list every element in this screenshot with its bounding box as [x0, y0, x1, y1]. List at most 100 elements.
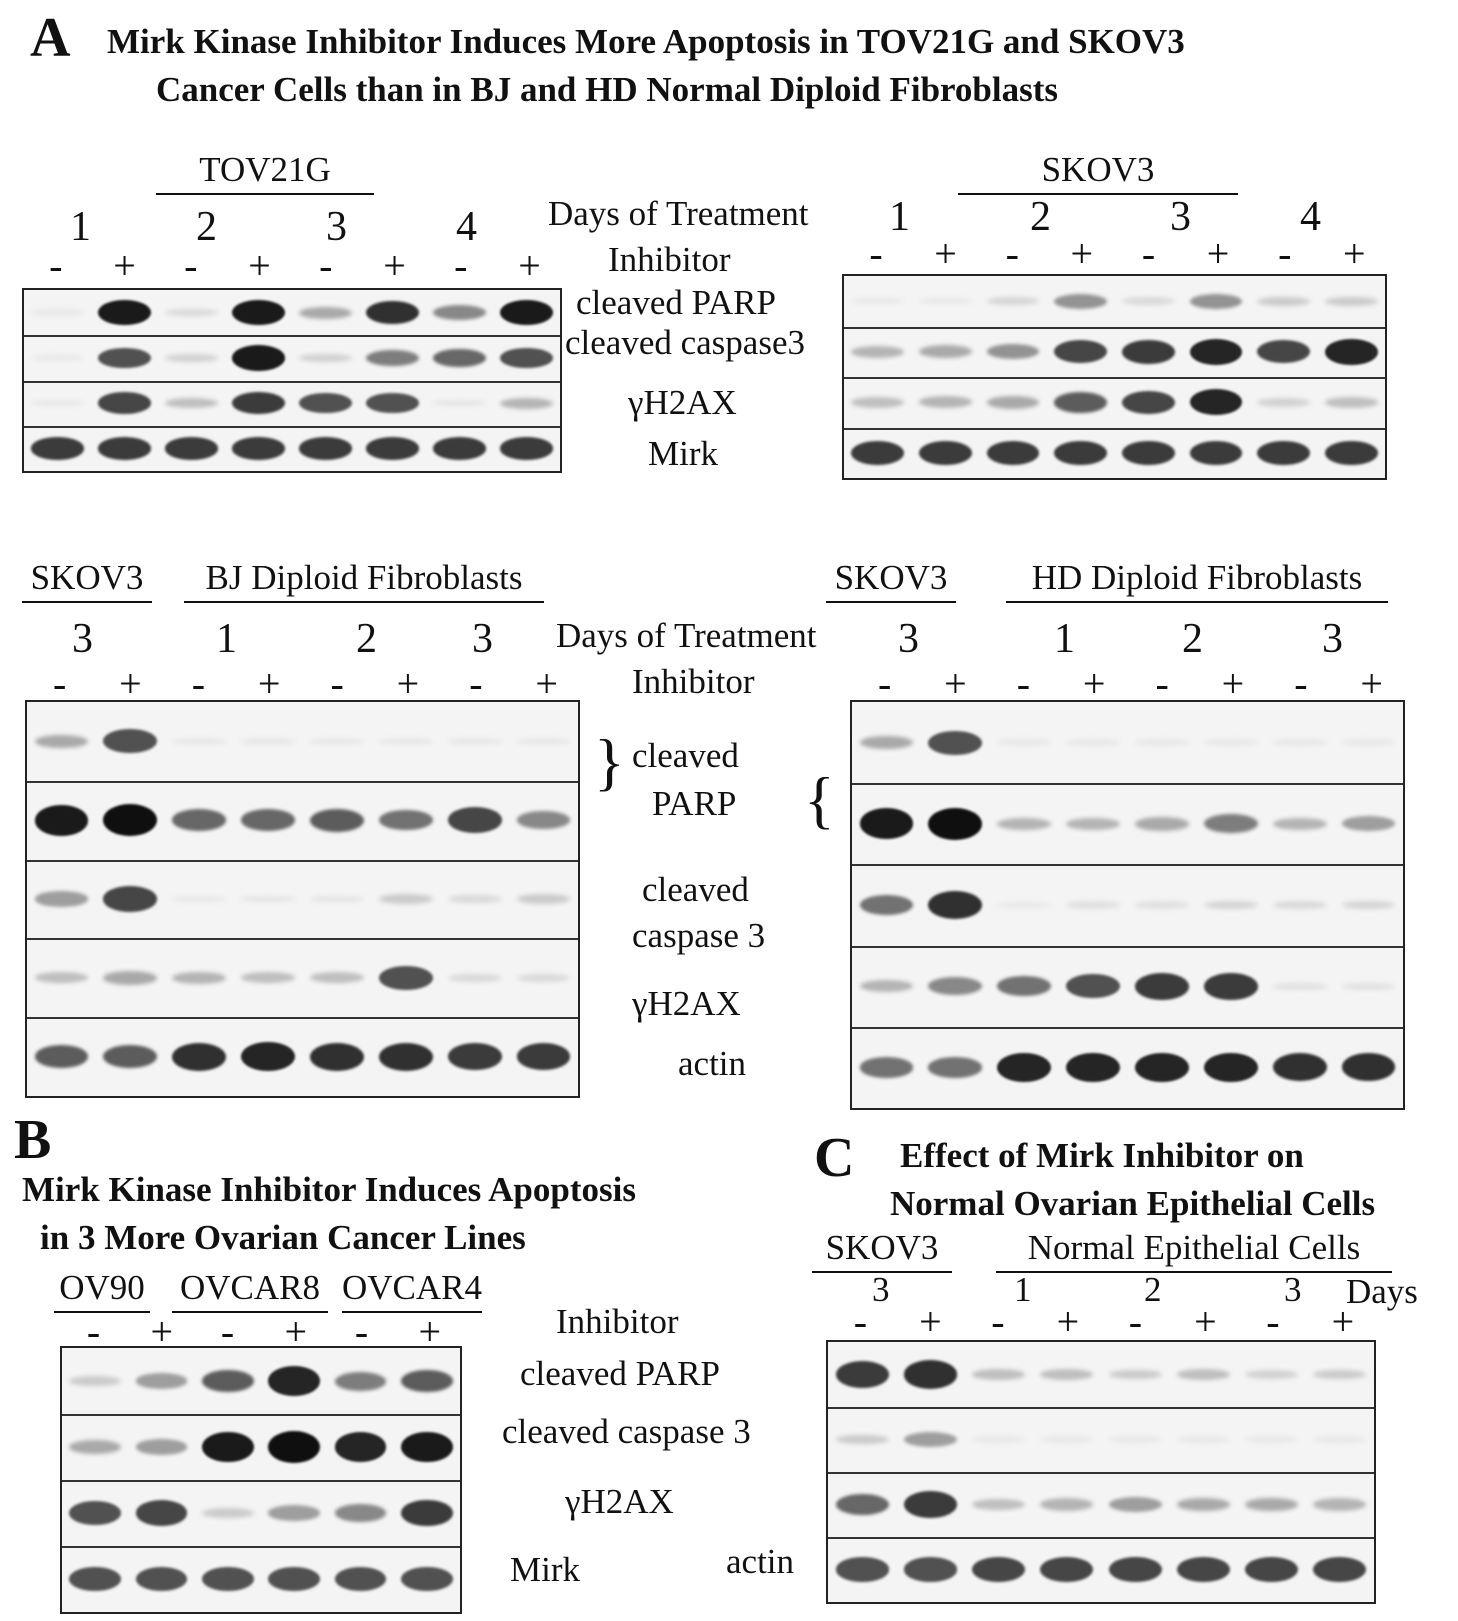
- blot-band: [1341, 739, 1396, 746]
- treatment-sign: -: [454, 243, 468, 288]
- row-label-caspase-bottom-2: caspase 3: [632, 916, 766, 955]
- treatment-sign: -: [991, 1299, 1005, 1344]
- blot-strip: [844, 327, 1385, 379]
- hd-day-2: 2: [1182, 616, 1203, 662]
- blot-band: [135, 1566, 188, 1592]
- inhibitor-label-bottom: Inhibitor: [632, 662, 755, 701]
- blot-band: [103, 1045, 158, 1069]
- blot-band: [98, 392, 151, 414]
- blot-band: [310, 738, 364, 745]
- blot-band: [1066, 974, 1120, 999]
- blot-band: [1066, 901, 1120, 909]
- blot-band: [919, 298, 972, 305]
- row-label-cleaved-parp-top: cleaved PARP: [576, 283, 776, 322]
- treatment-sign: +: [1342, 231, 1366, 276]
- treatment-sign: -: [86, 1309, 101, 1354]
- treatment-sign: -: [319, 243, 333, 288]
- skov3-top-label: SKOV3: [958, 152, 1238, 195]
- blot-band: [103, 804, 158, 837]
- blot-band: [1203, 739, 1258, 746]
- blot-band: [1245, 1497, 1299, 1512]
- blot-band: [34, 891, 89, 907]
- blot-band: [1324, 338, 1378, 365]
- blot-band: [997, 817, 1052, 831]
- blot-band: [928, 807, 983, 840]
- tov21g-day-2: 2: [196, 204, 217, 250]
- blot-band: [1135, 816, 1189, 831]
- blot-band: [835, 1434, 889, 1445]
- panel-b-title-line1: Mirk Kinase Inhibitor Induces Apoptosis: [22, 1170, 636, 1209]
- blot-band: [1203, 814, 1258, 834]
- blot-band: [172, 738, 227, 745]
- blot-band: [1272, 900, 1327, 910]
- blot-band: [1189, 440, 1243, 465]
- blot-band: [1176, 1556, 1230, 1583]
- treatment-sign: -: [53, 661, 67, 706]
- treatment-sign: -: [469, 661, 483, 706]
- row-label-actin-bottom: actin: [678, 1044, 747, 1083]
- blot-band: [268, 1366, 321, 1396]
- panel-b-title-line2: in 3 More Ovarian Cancer Lines: [40, 1218, 526, 1257]
- blot-band: [1257, 296, 1310, 306]
- blot-band: [1324, 396, 1378, 408]
- blot-band: [1054, 440, 1108, 465]
- blot-band: [1135, 901, 1189, 909]
- panel-b-blot: [60, 1346, 462, 1614]
- blot-band: [69, 1500, 122, 1526]
- skov3-top-day-1: 1: [889, 194, 910, 240]
- panel-a-title-line1: Mirk Kinase Inhibitor Induces More Apopt…: [107, 22, 1185, 61]
- blot-band: [34, 1045, 89, 1069]
- hd-blot: [850, 700, 1405, 1110]
- blot-band: [69, 1566, 122, 1592]
- blot-band: [1341, 1053, 1396, 1082]
- blot-band: [1324, 296, 1378, 306]
- panel-c-control-day: 3: [872, 1270, 890, 1309]
- blot-band: [447, 1043, 502, 1070]
- blot-band: [1066, 1052, 1120, 1083]
- treatment-sign: +: [1082, 661, 1106, 706]
- blot-band: [310, 895, 364, 903]
- blot-band: [919, 396, 972, 409]
- blot-strip: [62, 1348, 460, 1416]
- blot-band: [997, 1052, 1052, 1083]
- blot-band: [1189, 389, 1243, 416]
- tov21g-day-4: 4: [456, 204, 477, 250]
- skov3-top-day-3: 3: [1170, 194, 1191, 240]
- blot-strip: [27, 781, 578, 862]
- panel-b-letter: B: [14, 1109, 52, 1171]
- treatment-sign: +: [383, 243, 406, 288]
- blot-band: [1176, 1497, 1230, 1512]
- blot-band: [928, 730, 983, 755]
- blot-band: [500, 437, 553, 460]
- blot-band: [1272, 817, 1327, 831]
- blot-band: [400, 1369, 453, 1393]
- treatment-sign: +: [1331, 1299, 1355, 1344]
- treatment-sign: +: [944, 661, 967, 706]
- blot-band: [986, 297, 1040, 306]
- blot-band: [1135, 1052, 1189, 1083]
- blot-strip: [24, 381, 560, 428]
- blot-strip: [852, 702, 1403, 786]
- treatment-sign: +: [535, 661, 558, 706]
- blot-band: [378, 894, 433, 904]
- blot-band: [241, 1041, 295, 1072]
- blot-band: [241, 809, 295, 831]
- blot-band: [986, 440, 1040, 465]
- panel-c-blot: [826, 1340, 1376, 1604]
- blot-band: [903, 1491, 957, 1518]
- blot-band: [835, 1361, 889, 1388]
- blot-band: [851, 396, 905, 408]
- ovcar4-label: OVCAR4: [342, 1270, 482, 1313]
- blot-band: [919, 440, 972, 465]
- panel-c-normal-cells-label: Normal Epithelial Cells: [996, 1230, 1392, 1273]
- blot-band: [1245, 1369, 1299, 1380]
- days-of-treatment-label-bottom: Days of Treatment: [556, 616, 817, 655]
- treatment-sign: +: [1206, 231, 1230, 276]
- treatment-sign: +: [1221, 661, 1245, 706]
- blot-band: [972, 1368, 1026, 1381]
- blot-band: [1054, 391, 1108, 413]
- blot-band: [1313, 1556, 1367, 1583]
- blot-band: [201, 1431, 254, 1463]
- blot-band: [268, 1505, 321, 1521]
- blot-band: [310, 972, 364, 984]
